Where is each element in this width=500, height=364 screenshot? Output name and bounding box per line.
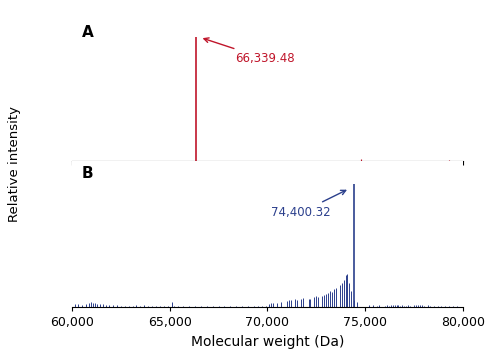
Text: A: A	[82, 25, 94, 40]
X-axis label: Molecular weight (Da): Molecular weight (Da)	[191, 335, 344, 349]
Text: B: B	[82, 166, 94, 181]
Text: Relative intensity: Relative intensity	[8, 106, 22, 222]
Text: 74,400.32: 74,400.32	[272, 190, 345, 219]
Text: 66,339.48: 66,339.48	[204, 38, 294, 65]
